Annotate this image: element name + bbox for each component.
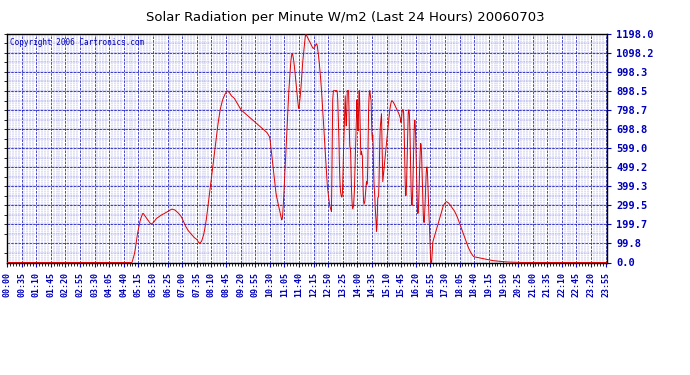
- Text: Solar Radiation per Minute W/m2 (Last 24 Hours) 20060703: Solar Radiation per Minute W/m2 (Last 24…: [146, 11, 544, 24]
- Text: Copyright 2006 Cartronics.com: Copyright 2006 Cartronics.com: [10, 38, 144, 47]
